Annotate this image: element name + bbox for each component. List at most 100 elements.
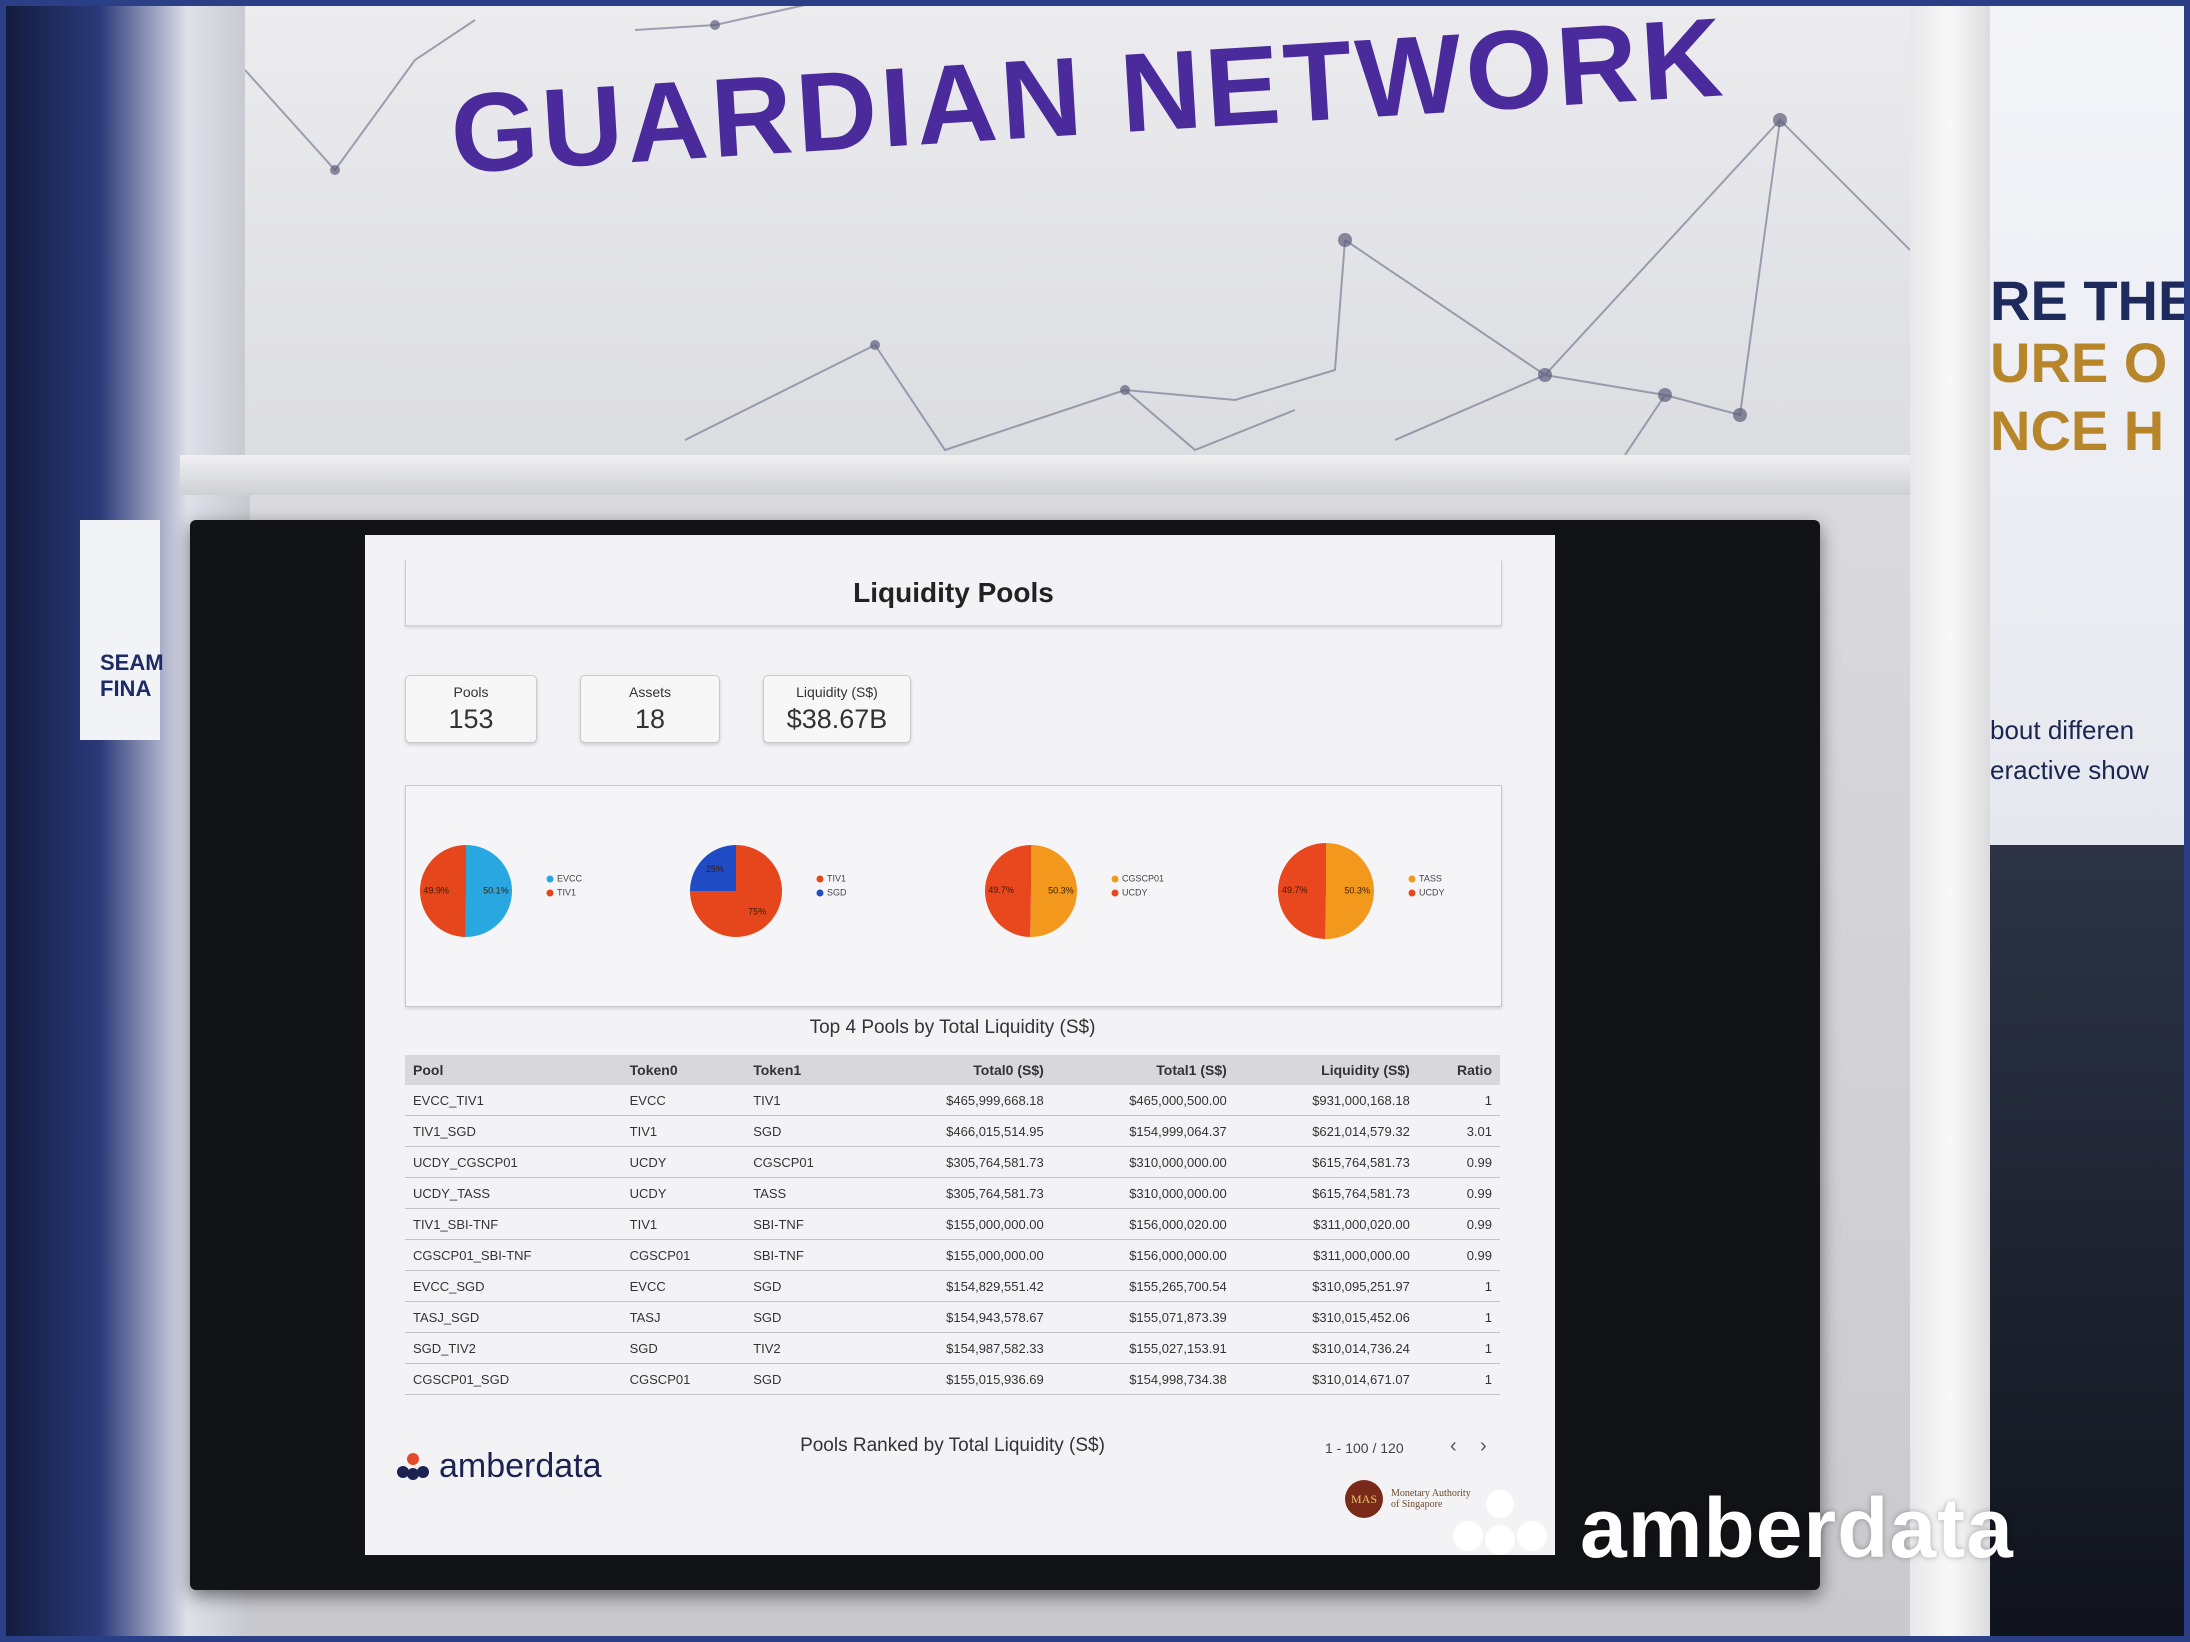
next-page[interactable]: › xyxy=(1480,1435,1487,1457)
table-cell: 0.99 xyxy=(1417,1239,1500,1271)
table-cell: $154,943,578.67 xyxy=(868,1301,1052,1333)
table-cell: SGD xyxy=(745,1270,869,1302)
pie-value-label: 50.3% xyxy=(1048,886,1074,896)
table-cell: SGD xyxy=(745,1301,869,1333)
dashboard-screen: Liquidity Pools Pools 153 Assets 18 Liqu… xyxy=(365,535,1555,1555)
table-cell: $621,014,579.32 xyxy=(1234,1115,1418,1147)
table-cell: $155,000,000.00 xyxy=(868,1239,1052,1271)
prev-page[interactable]: ‹ xyxy=(1450,1435,1457,1457)
table-header: Total1 (S$) xyxy=(1051,1055,1235,1085)
brand-name: amberdata xyxy=(439,1447,602,1485)
legend-swatch xyxy=(1408,889,1416,897)
table-row: SGD_TIV2 SGD TIV2 $154,987,582.33 $155,027,1… xyxy=(405,1332,1500,1364)
table-cell: 0.99 xyxy=(1417,1177,1500,1209)
table-cell: 1 xyxy=(1417,1332,1500,1364)
table-cell: 3.01 xyxy=(1417,1115,1500,1147)
table-cell: TIV1_SBI-TNF xyxy=(405,1208,622,1240)
table-cell: $155,265,700.54 xyxy=(1051,1270,1235,1302)
table-cell: $931,000,168.18 xyxy=(1234,1085,1418,1116)
table-cell: $310,000,000.00 xyxy=(1051,1146,1235,1178)
kpi-label: Assets xyxy=(628,684,671,700)
kpi-label: Liquidity (S$) xyxy=(796,684,878,700)
pie-value-label: 49.7% xyxy=(988,885,1014,895)
pie-value-label: 75% xyxy=(748,907,766,917)
table-cell: $154,999,064.37 xyxy=(1051,1115,1235,1147)
table-row: CGSCP01_SGD CGSCP01 SGD $155,015,936.69 $154… xyxy=(405,1363,1500,1395)
table-cell: 0.99 xyxy=(1417,1146,1500,1178)
pie-value-label: 49.7% xyxy=(1282,885,1308,895)
table-body: EVCC_TIV1 EVCC TIV1 $465,999,668.18 $465,000… xyxy=(405,1085,1500,1395)
table-cell: SGD_TIV2 xyxy=(405,1332,622,1364)
banner xyxy=(245,0,1910,455)
pie-value-label: 50.1% xyxy=(483,885,509,895)
table-header-row: Pool Token0 Token1 Total0 (S$) Total1 (S$) Li… xyxy=(405,1055,1500,1085)
table-cell: 1 xyxy=(1417,1085,1500,1116)
table-cell: $155,027,153.91 xyxy=(1051,1332,1235,1364)
kpi-card: Assets 18 xyxy=(580,675,720,743)
legend-label: EVCC xyxy=(557,873,583,883)
charts-caption: Top 4 Pools by Total Liquidity (S$) xyxy=(809,1017,1096,1038)
table-cell: $310,014,671.07 xyxy=(1234,1363,1418,1395)
left-sign-text: SEAM xyxy=(100,650,164,675)
table-cell: CGSCP01_SGD xyxy=(405,1363,622,1395)
table-cell: SBI-TNF xyxy=(745,1208,869,1240)
table-row: TIV1_SGD TIV1 SGD $466,015,514.95 $154,999,0… xyxy=(405,1115,1500,1147)
table-cell: $310,015,452.06 xyxy=(1234,1301,1418,1333)
left-sign: SEAM FINA xyxy=(80,520,164,740)
partner-logo: MAS Monetary Authority of Singapore xyxy=(1345,1480,1471,1518)
legend-label: TIV1 xyxy=(827,873,846,883)
kpi-value: 18 xyxy=(634,704,666,734)
table-cell: TIV1_SGD xyxy=(405,1115,622,1147)
table-cell: UCDY xyxy=(621,1177,746,1209)
legend-swatch xyxy=(546,875,554,883)
table-cell: EVCC_SGD xyxy=(405,1270,622,1302)
pie-panel: 50.1% EVCC 49.9% TIV1 75% TIV1 25% SGD 50.3% CGSC… xyxy=(405,785,1502,1007)
partner-name: Monetary Authority of Singapore xyxy=(1391,1488,1471,1510)
pie-charts: 50.1% EVCC 49.9% TIV1 75% TIV1 25% SGD 50.3% CGSC… xyxy=(420,843,1445,939)
table-cell: $465,000,500.00 xyxy=(1051,1085,1235,1116)
crowd xyxy=(1990,845,2190,1642)
legend-swatch xyxy=(816,889,824,897)
table-cell: $305,764,581.73 xyxy=(868,1146,1052,1178)
pool-table-wrap: Pool Token0 Token1 Total0 (S$) Total1 (S$) Li… xyxy=(405,1055,1500,1395)
side-text: URE O xyxy=(1990,331,2168,394)
table-cell: TASS xyxy=(745,1177,869,1209)
table-cell: $310,095,251.97 xyxy=(1234,1270,1418,1302)
table-cell: $154,987,582.33 xyxy=(868,1332,1052,1364)
legend-swatch xyxy=(1408,875,1416,883)
table-cell: EVCC xyxy=(621,1085,746,1116)
table-cell: TIV1 xyxy=(621,1115,746,1147)
pie-value-label: 50.3% xyxy=(1344,886,1370,896)
kpi-label: Pools xyxy=(453,684,489,700)
kpi-card: Pools 153 xyxy=(405,675,537,743)
legend-label: CGSCP01 xyxy=(1122,873,1164,883)
brand-icon xyxy=(397,1452,429,1480)
table-cell: CGSCP01_SBI-TNF xyxy=(405,1239,622,1271)
pillar xyxy=(1910,0,1990,1642)
table-cell: UCDY_TASS xyxy=(405,1177,622,1209)
legend-swatch xyxy=(546,889,554,897)
table-cell: SGD xyxy=(621,1332,746,1364)
pie-slice xyxy=(465,845,513,937)
table-row: TIV1_SBI-TNF TIV1 SBI-TNF $155,000,000.00 $1… xyxy=(405,1208,1500,1240)
table-cell: $155,071,873.39 xyxy=(1051,1301,1235,1333)
table-cell: TIV2 xyxy=(745,1332,869,1364)
table-caption: Pools Ranked by Total Liquidity (S$) xyxy=(800,1435,1105,1456)
table-cell: UCDY xyxy=(621,1146,746,1178)
table-cell: $311,000,000.00 xyxy=(1234,1239,1418,1271)
table-cell: $156,000,020.00 xyxy=(1051,1208,1235,1240)
watermark-icon xyxy=(1440,1488,1560,1573)
table-cell: 1 xyxy=(1417,1301,1500,1333)
legend-swatch xyxy=(816,875,824,883)
table-header: Total0 (S$) xyxy=(868,1055,1052,1085)
left-sign-text: FINA xyxy=(100,676,152,701)
table-header: Liquidity (S$) xyxy=(1234,1055,1418,1085)
pool-table: Pool Token0 Token1 Total0 (S$) Total1 (S$) Li… xyxy=(405,1055,1500,1395)
table-cell: TASJ_SGD xyxy=(405,1301,622,1333)
side-panel xyxy=(1990,0,2190,845)
table-cell: $155,015,936.69 xyxy=(868,1363,1052,1395)
shelf xyxy=(180,455,1910,495)
legend-label: UCDY xyxy=(1419,887,1445,897)
side-text: NCE H xyxy=(1990,399,2165,462)
